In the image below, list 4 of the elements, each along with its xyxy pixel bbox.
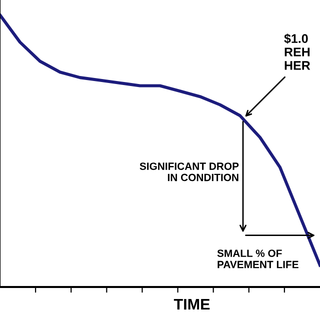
x-axis-title: TIME xyxy=(174,299,210,310)
annotation: SMALL % OF PAVEMENT LIFE xyxy=(217,250,298,268)
annotation: SIGNIFICANT DROP IN CONDITION xyxy=(140,162,239,182)
annotation: $1.0 REH HER xyxy=(284,34,310,70)
